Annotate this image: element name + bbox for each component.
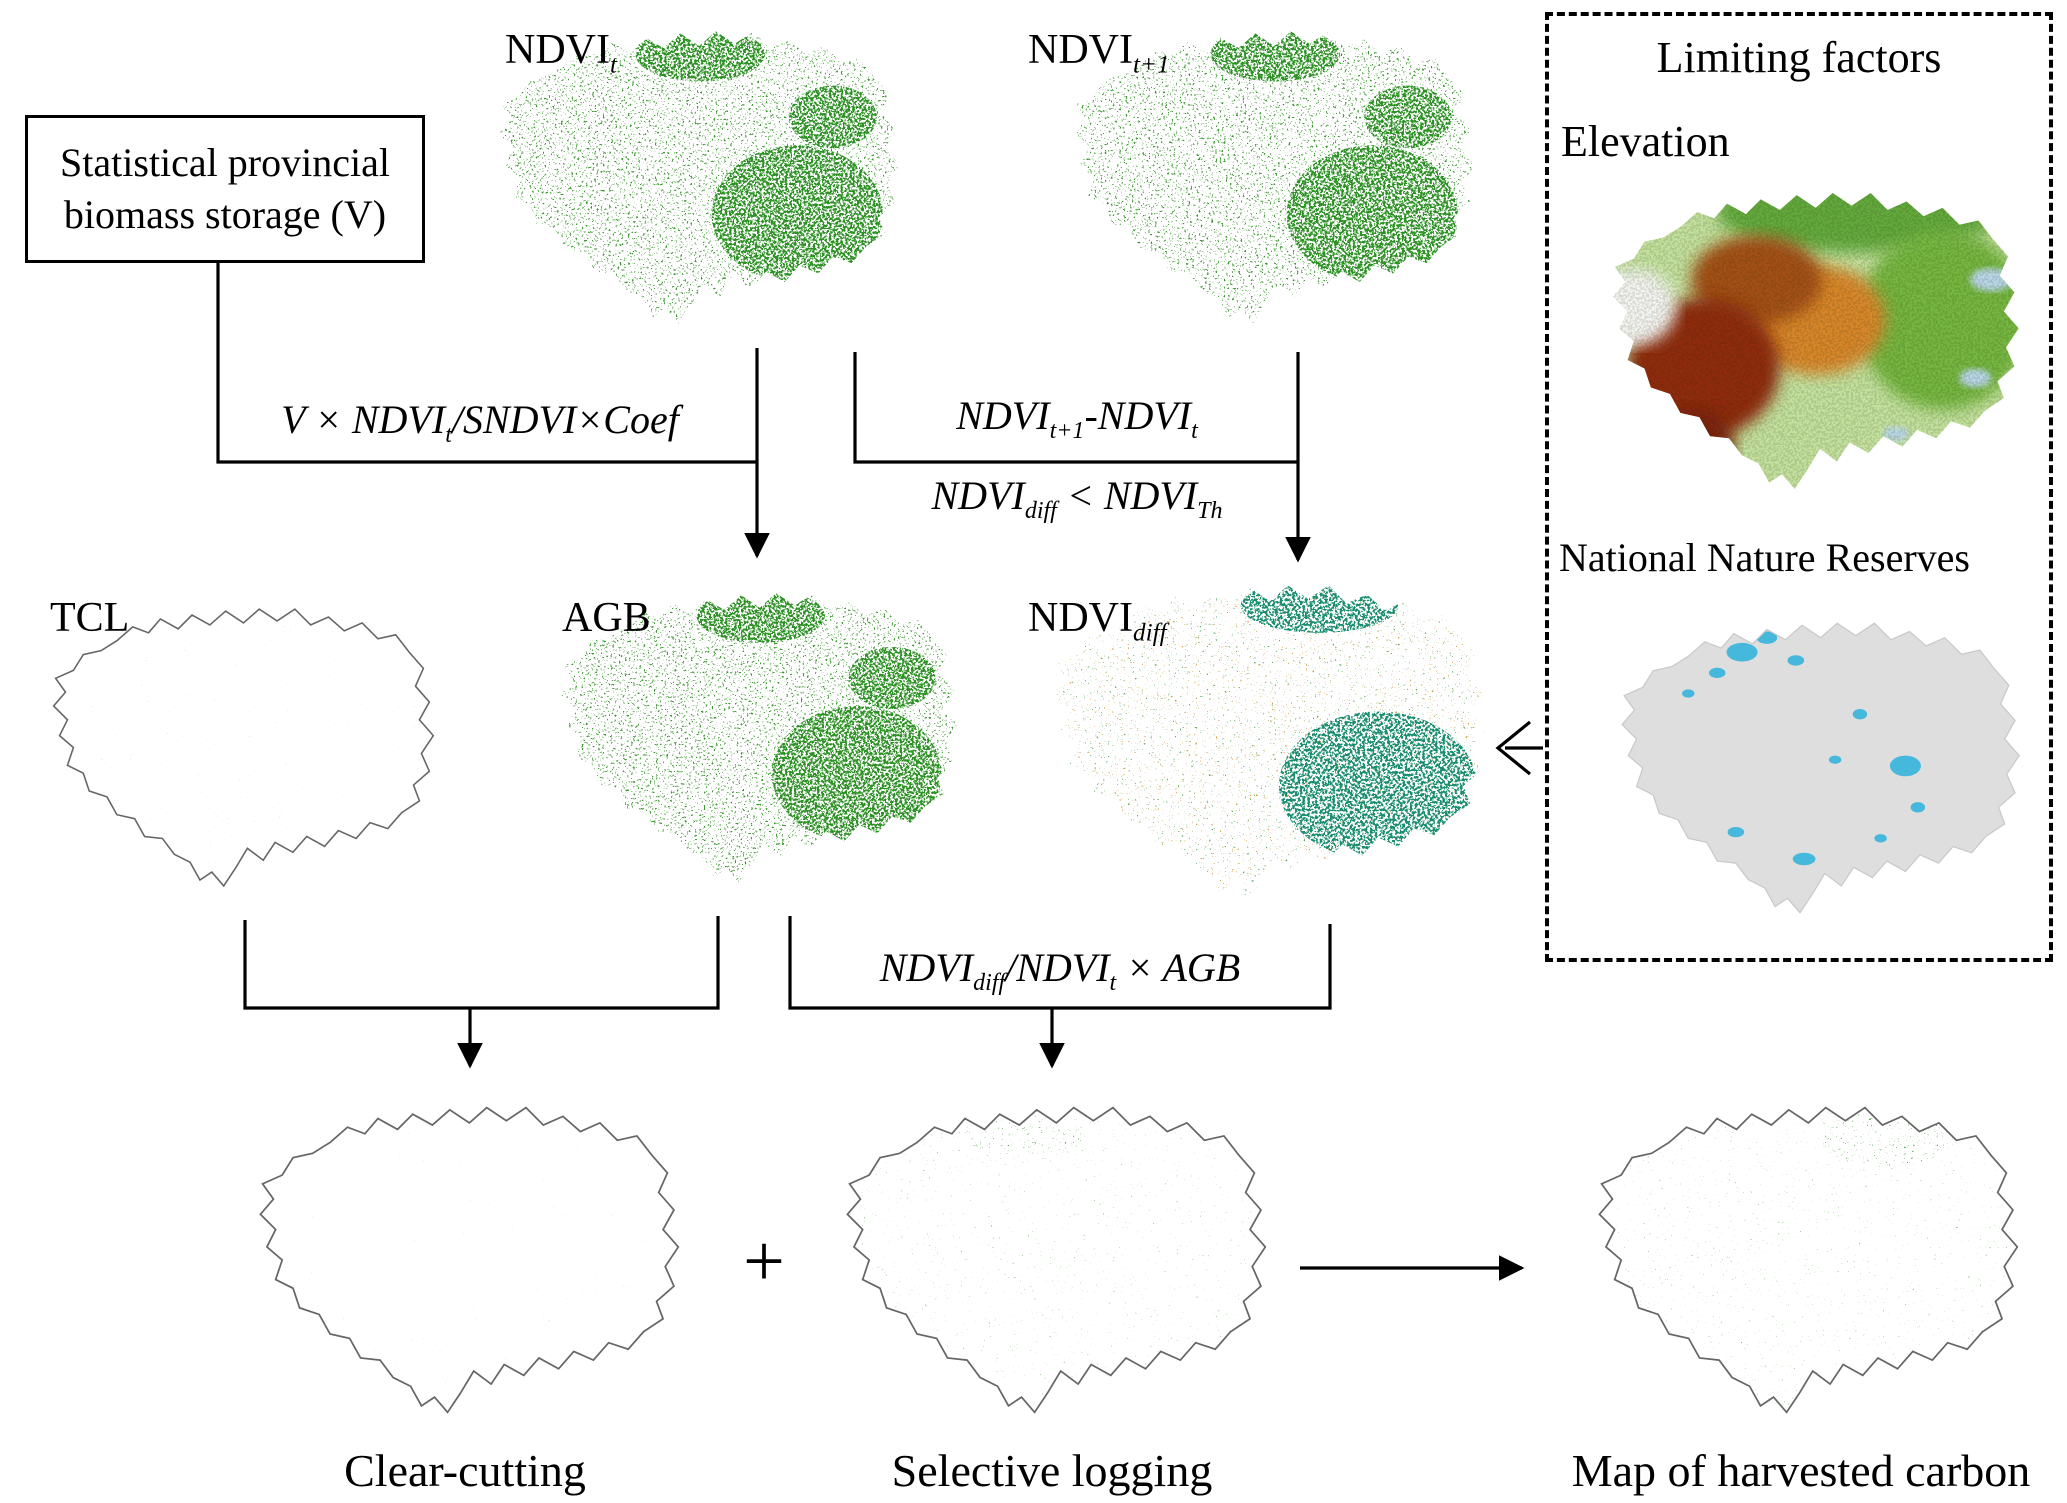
agb-dense-east — [848, 647, 936, 710]
formula-sub: Th — [1197, 498, 1223, 524]
formula-part: V × NDVI — [281, 397, 446, 442]
tcl-label: TCL — [50, 595, 130, 641]
reserves-layers — [1622, 623, 2020, 913]
ndvi-diff-label: NDVIdiff — [1028, 594, 1167, 647]
nature-reserves-label: National Nature Reserves — [1559, 535, 1970, 580]
ndvi-t-dense-north — [635, 31, 765, 82]
ndvi-t1-label: NDVIt+1 — [1028, 26, 1170, 79]
formula-part: /SNDVI×Coef — [451, 397, 679, 442]
limiting-factors-box: Limiting factors Elevation National Natu… — [1545, 12, 2053, 962]
agb-dense-southeast — [772, 705, 942, 843]
ndvi-t-label: NDVIt — [505, 26, 617, 79]
ndvi-t-label-sub: t — [609, 51, 617, 79]
map-ndvi-diff — [1054, 585, 1486, 901]
reserve-patch — [1726, 642, 1758, 662]
formula-selective-logging: NDVIdiff/NDVIt × AGB — [795, 944, 1325, 997]
map-harvested-carbon — [1598, 1106, 2019, 1414]
formula-sub: t — [445, 422, 452, 448]
ndvi-diff-label-sub: diff — [1132, 619, 1167, 647]
clear-cutting-speckles — [260, 1107, 679, 1413]
map-agb — [561, 593, 959, 883]
reserve-patch — [1874, 834, 1887, 843]
plus-sign: + — [743, 1221, 785, 1303]
reserves-base — [1622, 623, 2020, 913]
ndvi-t-dense-east — [788, 85, 877, 149]
harvested-speckle — [1599, 1107, 2018, 1413]
limiting-factors-title: Limiting factors — [1656, 33, 1942, 82]
map-tcl — [52, 608, 435, 887]
biomass-box-line2: biomass storage (V) — [63, 192, 387, 237]
elevation-label: Elevation — [1561, 117, 1730, 166]
clear-cutting-speckle — [260, 1107, 679, 1413]
reserve-patch — [1852, 709, 1868, 720]
reserve-patch — [1828, 755, 1842, 764]
formula-ndvi-threshold: NDVIdiff < NDVITh — [856, 472, 1298, 525]
selective-logging-speckles — [847, 1107, 1266, 1413]
reserve-patch — [1727, 826, 1745, 838]
reserve-patch — [1910, 802, 1926, 813]
selective-logging-label: Selective logging — [891, 1445, 1213, 1496]
biomass-box-line1: Statistical provincial — [60, 140, 390, 185]
biomass-box: Statistical provincial biomass storage (… — [25, 115, 425, 263]
diff-teal-southeast — [1279, 711, 1477, 860]
formula-part: NDVI — [879, 945, 974, 990]
ndvi-diff-label-base: NDVI — [1028, 595, 1133, 641]
elevation-texture — [1612, 193, 2019, 489]
formula-part: -NDVI — [1084, 393, 1192, 438]
ndvi-t1-dense-north — [1210, 31, 1340, 82]
formula-part: /NDVI — [1005, 945, 1110, 990]
reserve-patch — [1889, 755, 1921, 777]
ndvi-t-dense-southeast — [711, 145, 883, 283]
ndvi-t1-label-base: NDVI — [1028, 27, 1133, 73]
formula-ndvi-subtraction: NDVIt+1-NDVIt — [856, 392, 1298, 445]
agb-dense-north — [696, 593, 825, 643]
ndvi-t1-speckles — [1073, 31, 1475, 324]
formula-agb: V × NDVIt/SNDVI×Coef — [200, 396, 760, 449]
reserve-patch — [1708, 667, 1726, 679]
map-elevation — [1612, 193, 2019, 489]
ndvi-t1-dense-east — [1363, 85, 1452, 149]
formula-sub: t — [1191, 418, 1198, 444]
formula-part: < NDVI — [1056, 473, 1198, 518]
harvested-carbon-label: Map of harvested carbon — [1571, 1445, 2031, 1496]
formula-part: NDVI — [931, 473, 1025, 518]
map-selective-logging — [846, 1106, 1267, 1414]
diff-orange-west — [1108, 658, 1266, 772]
harvested-dense-north — [1820, 1109, 1951, 1167]
map-clear-cutting — [259, 1106, 680, 1414]
diff-teal-north — [1240, 585, 1399, 633]
ndvi-t1-dense-southeast — [1286, 145, 1458, 283]
formula-sub: diff — [973, 970, 1006, 996]
elevation-layers — [1612, 193, 2019, 489]
reserve-patch — [1792, 852, 1816, 866]
reserve-patch — [1682, 689, 1695, 698]
agb-label: AGB — [562, 595, 651, 641]
formula-sub: diff — [1024, 498, 1057, 524]
ndvi-t1-label-sub: t+1 — [1132, 51, 1170, 79]
selective-dense-north — [964, 1107, 1085, 1163]
harvested-carbon-speckles — [1599, 1107, 2018, 1413]
formula-part: × AGB — [1116, 945, 1241, 990]
map-nature-reserves — [1621, 622, 2020, 914]
clear-cutting-label: Clear-cutting — [344, 1445, 586, 1496]
formula-part: NDVI — [956, 393, 1050, 438]
ndvi-t-label-base: NDVI — [505, 27, 610, 73]
formula-sub: t+1 — [1049, 418, 1085, 444]
reserve-patch — [1787, 655, 1805, 666]
map-ndvi-t1 — [1073, 31, 1475, 324]
